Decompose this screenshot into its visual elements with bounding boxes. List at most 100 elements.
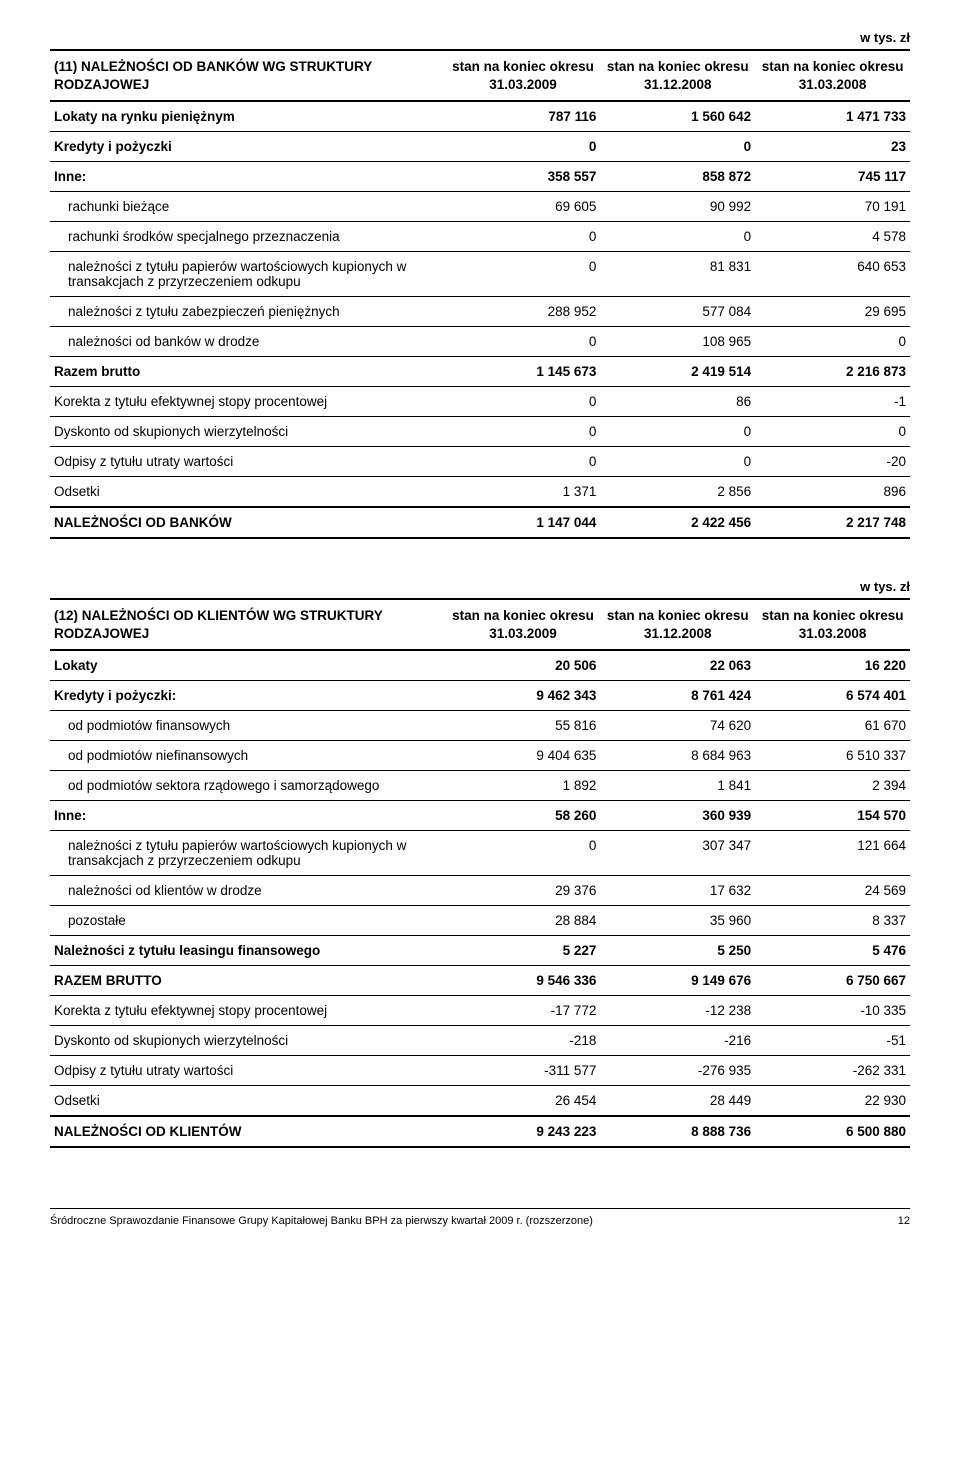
cell-value: 1 371 [446,477,601,508]
table-row: Lokaty na rynku pieniężnym787 1161 560 6… [50,101,910,132]
table-row: Kredyty i pożyczki0023 [50,132,910,162]
table-row: Odpisy z tytułu utraty wartości00-20 [50,447,910,477]
cell-value: 0 [755,417,910,447]
cell-value: -216 [600,1026,755,1056]
table-title: (11) NALEŻNOŚCI OD BANKÓW WG STRUKTURY R… [50,50,446,101]
row-label: Korekta z tytułu efektywnej stopy procen… [50,387,446,417]
cell-value: 28 449 [600,1086,755,1117]
table-row: pozostałe28 88435 9608 337 [50,906,910,936]
cell-value: 0 [446,252,601,297]
cell-value: 0 [446,327,601,357]
row-label: RAZEM BRUTTO [50,966,446,996]
table-row: rachunki bieżące69 60590 99270 191 [50,192,910,222]
cell-value: 22 063 [600,650,755,681]
table-row: należności z tytułu zabezpieczeń pienięż… [50,297,910,327]
cell-value: 9 149 676 [600,966,755,996]
table-row: należności z tytułu papierów wartościowy… [50,252,910,297]
cell-value: 17 632 [600,876,755,906]
cell-value: 787 116 [446,101,601,132]
cell-value: -20 [755,447,910,477]
cell-value: 0 [446,447,601,477]
row-label: Należności z tytułu leasingu finansowego [50,936,446,966]
cell-value: -1 [755,387,910,417]
cell-value: 2 394 [755,771,910,801]
cell-value: 6 500 880 [755,1116,910,1147]
cell-value: 2 856 [600,477,755,508]
table-row: od podmiotów finansowych55 81674 62061 6… [50,711,910,741]
table-row: RAZEM BRUTTO9 546 3369 149 6766 750 667 [50,966,910,996]
cell-value: 1 147 044 [446,507,601,538]
cell-value: 86 [600,387,755,417]
cell-value: 0 [600,417,755,447]
row-label: pozostałe [50,906,446,936]
table-11: (11) NALEŻNOŚCI OD BANKÓW WG STRUKTURY R… [50,49,910,539]
cell-value: 29 695 [755,297,910,327]
cell-value: 5 227 [446,936,601,966]
cell-value: 0 [446,831,601,876]
cell-value: 26 454 [446,1086,601,1117]
cell-value: 858 872 [600,162,755,192]
cell-value: 28 884 [446,906,601,936]
row-label: Dyskonto od skupionych wierzytelności [50,417,446,447]
cell-value: -262 331 [755,1056,910,1086]
unit-label: w tys. zł [50,30,910,45]
cell-value: 154 570 [755,801,910,831]
page-footer: Śródroczne Sprawozdanie Finansowe Grupy … [50,1208,910,1227]
table-title: (12) NALEŻNOŚCI OD KLIENTÓW WG STRUKTURY… [50,599,446,650]
row-label: należności od klientów w drodze [50,876,446,906]
cell-value: 6 574 401 [755,681,910,711]
cell-value: 896 [755,477,910,508]
cell-value: 2 422 456 [600,507,755,538]
cell-value: 0 [446,387,601,417]
col-header: stan na koniec okresu 31.03.2009 [446,599,601,650]
cell-value: 1 560 642 [600,101,755,132]
row-label: należności z tytułu zabezpieczeń pienięż… [50,297,446,327]
cell-value: 0 [600,447,755,477]
cell-value: 577 084 [600,297,755,327]
cell-value: 90 992 [600,192,755,222]
cell-value: 4 578 [755,222,910,252]
row-label: należności z tytułu papierów wartościowy… [50,831,446,876]
cell-value: 307 347 [600,831,755,876]
cell-value: 55 816 [446,711,601,741]
cell-value: 5 476 [755,936,910,966]
table-row: należności od klientów w drodze29 37617 … [50,876,910,906]
row-label: od podmiotów finansowych [50,711,446,741]
cell-value: 360 939 [600,801,755,831]
row-label: Lokaty [50,650,446,681]
row-label: należności od banków w drodze [50,327,446,357]
table-row: Korekta z tytułu efektywnej stopy procen… [50,387,910,417]
table-row: Razem brutto1 145 6732 419 5142 216 873 [50,357,910,387]
cell-value: 745 117 [755,162,910,192]
cell-value: 1 471 733 [755,101,910,132]
cell-value: 29 376 [446,876,601,906]
table-row: od podmiotów niefinansowych9 404 6358 68… [50,741,910,771]
row-label: rachunki bieżące [50,192,446,222]
cell-value: 69 605 [446,192,601,222]
row-label: Inne: [50,162,446,192]
table-row: Lokaty20 50622 06316 220 [50,650,910,681]
table-row: Odsetki26 45428 44922 930 [50,1086,910,1117]
row-label: od podmiotów sektora rządowego i samorzą… [50,771,446,801]
table-row: rachunki środków specjalnego przeznaczen… [50,222,910,252]
cell-value: 9 462 343 [446,681,601,711]
row-label: Kredyty i pożyczki [50,132,446,162]
table-12: (12) NALEŻNOŚCI OD KLIENTÓW WG STRUKTURY… [50,598,910,1148]
row-label: Razem brutto [50,357,446,387]
row-label: NALEŻNOŚCI OD BANKÓW [50,507,446,538]
table-row: NALEŻNOŚCI OD BANKÓW1 147 0442 422 4562 … [50,507,910,538]
table-row: Dyskonto od skupionych wierzytelności000 [50,417,910,447]
cell-value: 61 670 [755,711,910,741]
cell-value: 16 220 [755,650,910,681]
row-label: Odsetki [50,477,446,508]
cell-value: 23 [755,132,910,162]
table-row: Inne:358 557858 872745 117 [50,162,910,192]
cell-value: -10 335 [755,996,910,1026]
cell-value: -311 577 [446,1056,601,1086]
cell-value: 0 [446,222,601,252]
page-number: 12 [898,1215,910,1227]
table-row: należności od banków w drodze0108 9650 [50,327,910,357]
table-row: od podmiotów sektora rządowego i samorzą… [50,771,910,801]
row-label: Odpisy z tytułu utraty wartości [50,447,446,477]
cell-value: 74 620 [600,711,755,741]
